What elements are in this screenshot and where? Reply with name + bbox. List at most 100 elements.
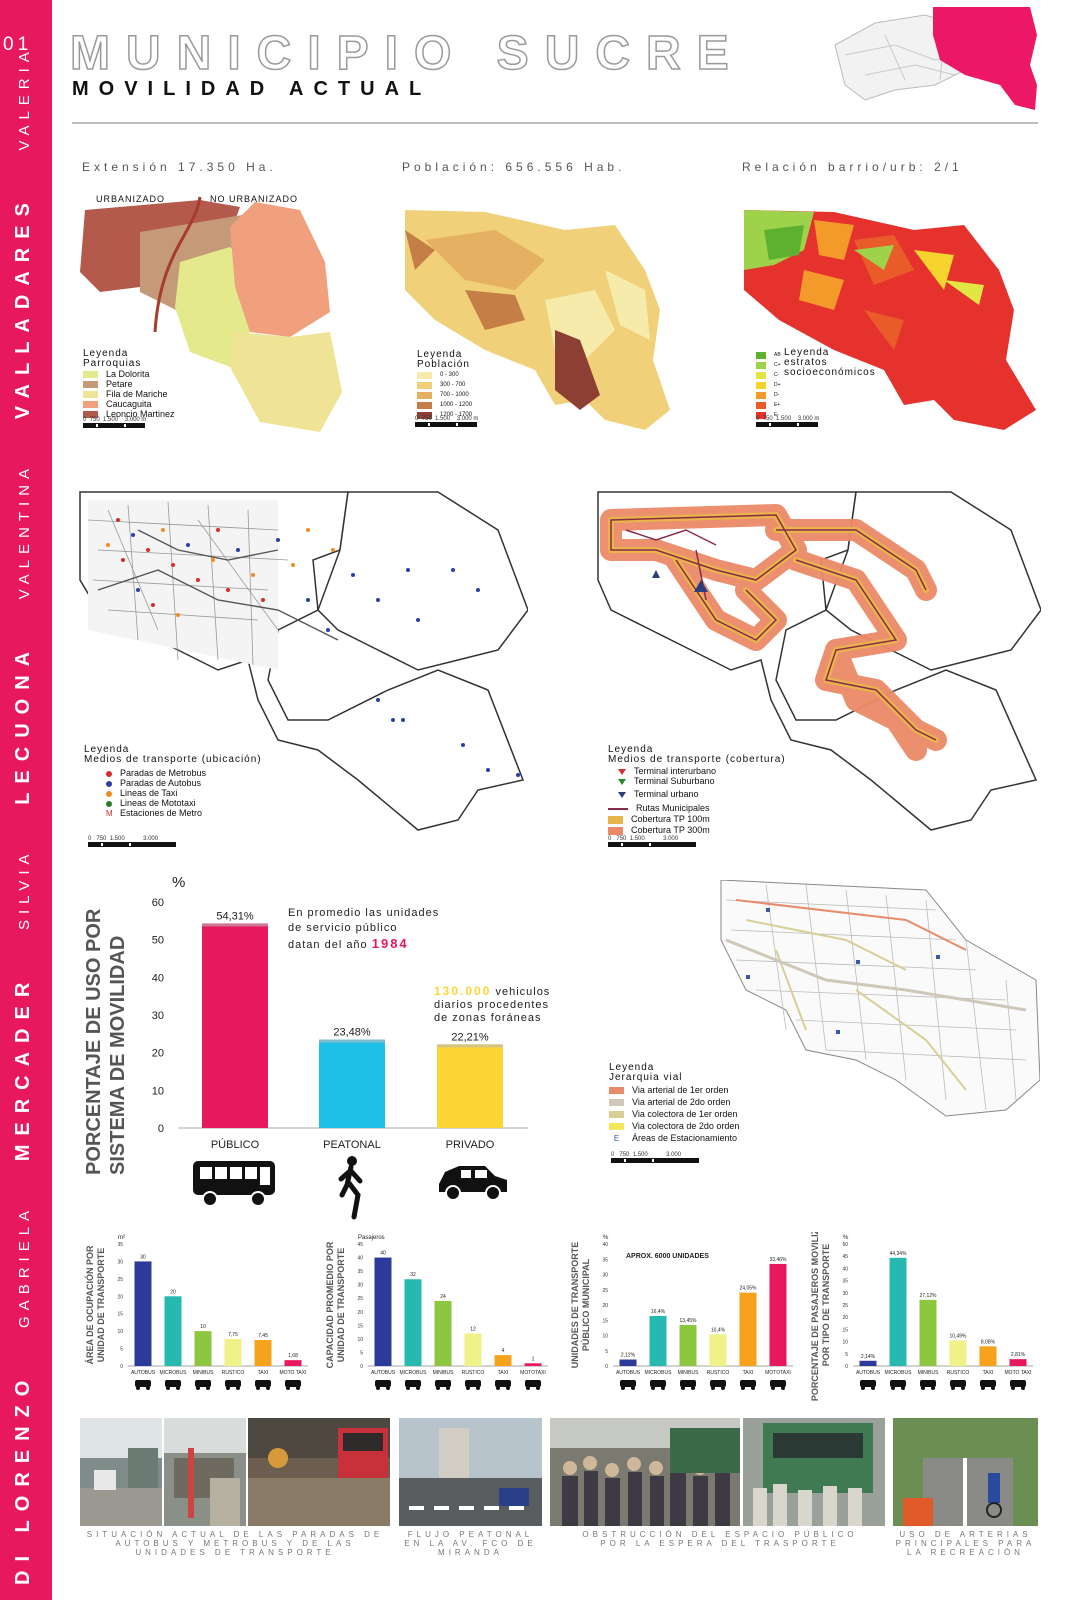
category-label: MOTO TAXI [1005,1370,1032,1376]
bar-autobus [134,1261,152,1366]
legend-swatch [83,381,98,388]
legend-item: 1000 - 1200 [417,401,472,410]
data-label: 12 [470,1326,476,1332]
main-chart: % 0 10 20 30 40 50 60 54,31% PÚBLICO 23,48% PEATONA… [152,874,528,1151]
y-tick-label: 50 [152,935,164,947]
category-label: TAXI [983,1370,994,1376]
bar-mototaxi [524,1363,542,1366]
map6-scale: 0 750 1.500 3.000 [611,1152,699,1163]
data-label: 10,4% [711,1327,726,1333]
data-label: 32 [410,1272,416,1278]
legend-item: Paradas de Autobus [106,779,262,788]
map5-legend: Leyenda Medios de transporte (cobertura)… [608,745,786,835]
sucre-highlight [933,7,1037,110]
vehicle-icon [405,1380,421,1390]
bar-top-highlight [319,1039,385,1043]
vehicle-icon [255,1380,271,1390]
category-label: AUTOBUS [856,1370,881,1376]
vehicle-icon [890,1380,906,1390]
legend-label: Áreas de Estacionamiento [632,1133,738,1143]
category-label: PÚBLICO [211,1138,260,1151]
legend-label: Leoncio Martinez [106,409,175,419]
vehicle-icon [920,1380,936,1390]
scale-bar [83,423,145,428]
vehicle-icon [980,1380,996,1390]
photo-bus-queue [743,1418,885,1526]
bar-autobus [619,1359,637,1366]
legend-subtitle: Población [417,359,470,370]
legend-item: 700 - 1000 [417,391,472,400]
y-tick-label: 0 [845,1364,848,1370]
bar-público [202,923,268,1128]
vehicle-icon [650,1380,666,1390]
legend-label: 1000 - 1200 [440,402,473,408]
legend-swatch [83,411,98,418]
vehicle-icon [710,1380,726,1390]
scale-bar [756,422,818,427]
map4-scale: 0 750 1.500 3.000 [88,836,176,847]
bar-minibus [194,1331,212,1366]
data-label: 23,48% [333,1027,371,1039]
legend-item: Fila de Mariche [83,390,175,399]
bar-taxi [254,1340,272,1366]
y-tick-label: 5 [845,1352,848,1358]
data-label: 22,21% [451,1031,489,1043]
legend-item: Terminal interurbano [618,767,786,776]
note-year: 1984 [371,936,409,951]
legend-item: C+ [756,361,781,370]
car-icon [439,1166,507,1201]
legend-item: Via colectora de 1er orden [609,1110,739,1119]
legend-label: Lineas de Mototaxi [120,798,196,808]
data-label: 2,81% [1011,1352,1026,1358]
vehicle-icon [620,1380,636,1390]
transport-points [106,518,520,777]
legend-swatch [417,402,432,409]
legend-title: Leyenda [608,744,654,755]
map1-legend: Leyenda Parroquias La Dolorita Petare Fi… [83,349,175,419]
map4-shapes [79,491,528,831]
locator-map [834,7,1037,110]
orange-dot-icon [106,790,112,797]
legend-item: D+ [756,381,781,390]
category-label: MOTO TAXI [280,1370,307,1376]
legend-label: 0 - 300 [440,372,459,378]
chart-capacidad: CAPACIDAD PROMEDIO POR UNIDAD DE TRANSPOR… [325,1235,548,1390]
y-axis-unit: % [603,1235,609,1241]
chart-ylabel-line: UNIDAD DE TRANSPORTE [96,1248,106,1363]
map-parroquias: URBANIZADO NO URBANIZADO Leyenda Parroqu… [80,192,346,437]
caption-flujo-peatonal: Flujo peatonal en la Av. Fco de Miranda [404,1530,537,1557]
legend-item: Caucaguita [83,400,175,409]
legend-item: Cobertura TP 300m [608,826,786,835]
data-label: 16,4% [651,1309,666,1315]
legend-swatch [83,391,98,398]
vehicle-icon [495,1380,511,1390]
y-tick-label: 25 [602,1288,608,1294]
map3-legend: Leyenda estratos socioeconómicos [754,348,876,378]
photo-bus-stop-1 [80,1418,162,1526]
bar-mototaxi [769,1263,787,1366]
vehicle-icon [375,1380,391,1390]
legend-title: Leyenda [83,348,129,359]
y-tick-label: 15 [602,1318,608,1324]
data-label: 27,12% [920,1293,938,1299]
legend-swatch [609,1111,624,1118]
y-tick-label: 10 [602,1334,608,1340]
y-tick-label: 30 [357,1283,363,1289]
photo-pedestrian-crossing [399,1418,542,1526]
legend-item: C- [756,371,781,380]
scale-bar [415,422,477,427]
chart-ylabel-line: UNIDADES DE TRANSPORTE [570,1242,580,1369]
bar-rustico [224,1338,242,1366]
note-foreign-vehicles: 130.000 vehiculos diarios procedentes de… [434,984,551,1025]
terminal-icon [652,570,660,578]
y-tick-label: 15 [357,1323,363,1329]
y-tick-label: 30 [152,1010,164,1022]
data-label: 7,45 [258,1333,268,1339]
category-label: AUTOBUS [616,1370,641,1376]
legend-subtitle: socioeconómicos [784,367,876,378]
y-tick-label: 40 [602,1242,608,1248]
map6-shapes [720,880,1040,1117]
map1-scale: 0 750 1.500 3.000 m [83,417,146,428]
data-label: 7,75 [228,1332,238,1338]
y-tick-label: 0 [158,1123,164,1135]
